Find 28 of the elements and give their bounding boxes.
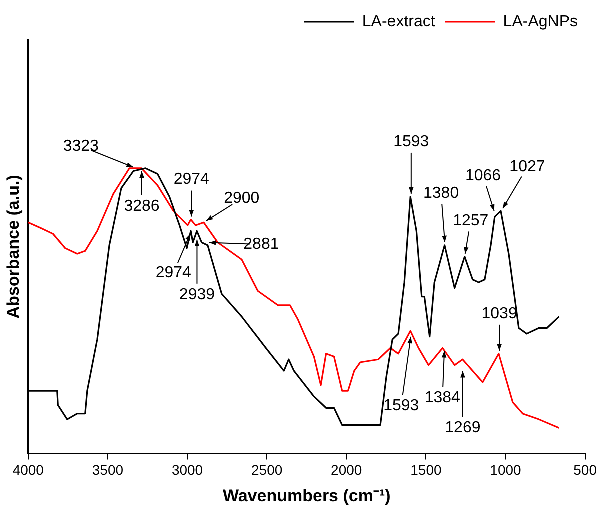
x-tick-label: 500 — [574, 462, 598, 478]
annotation: 1593 — [384, 397, 420, 414]
x-tick-label: 1500 — [410, 462, 442, 478]
x-tick-label: 1000 — [490, 462, 522, 478]
x-tick-label: 2000 — [331, 462, 362, 478]
annotation: 2974 — [174, 171, 210, 188]
x-tick-label: 3500 — [92, 462, 124, 478]
annotation: 2881 — [244, 236, 280, 254]
annotation: 1269 — [445, 420, 481, 437]
annotation: 2900 — [224, 190, 260, 208]
x-tick-label: 3000 — [172, 462, 204, 478]
x-axis-title: Wavenumbers (cm⁻¹) — [222, 486, 391, 506]
x-tick-label: 2500 — [252, 462, 283, 478]
annotation: 1039 — [482, 305, 518, 322]
annotation: 1384 — [424, 390, 461, 407]
y-axis-title: Absorbance (a.u.) — [4, 175, 23, 319]
annotation: 1027 — [510, 158, 546, 176]
legend-label: LA-AgNPs — [503, 13, 578, 30]
annotation: 2939 — [179, 286, 216, 304]
annotation: 1066 — [465, 167, 502, 184]
annotation: 1593 — [394, 133, 430, 150]
x-tick-label: 4000 — [12, 462, 44, 478]
legend-label: LA-extract — [362, 13, 436, 30]
annotation: 3323 — [63, 138, 100, 155]
annotation: 2974 — [156, 264, 192, 282]
annotation: 1380 — [424, 184, 460, 202]
annotation: 1257 — [453, 212, 489, 230]
annotation: 3286 — [124, 198, 160, 215]
